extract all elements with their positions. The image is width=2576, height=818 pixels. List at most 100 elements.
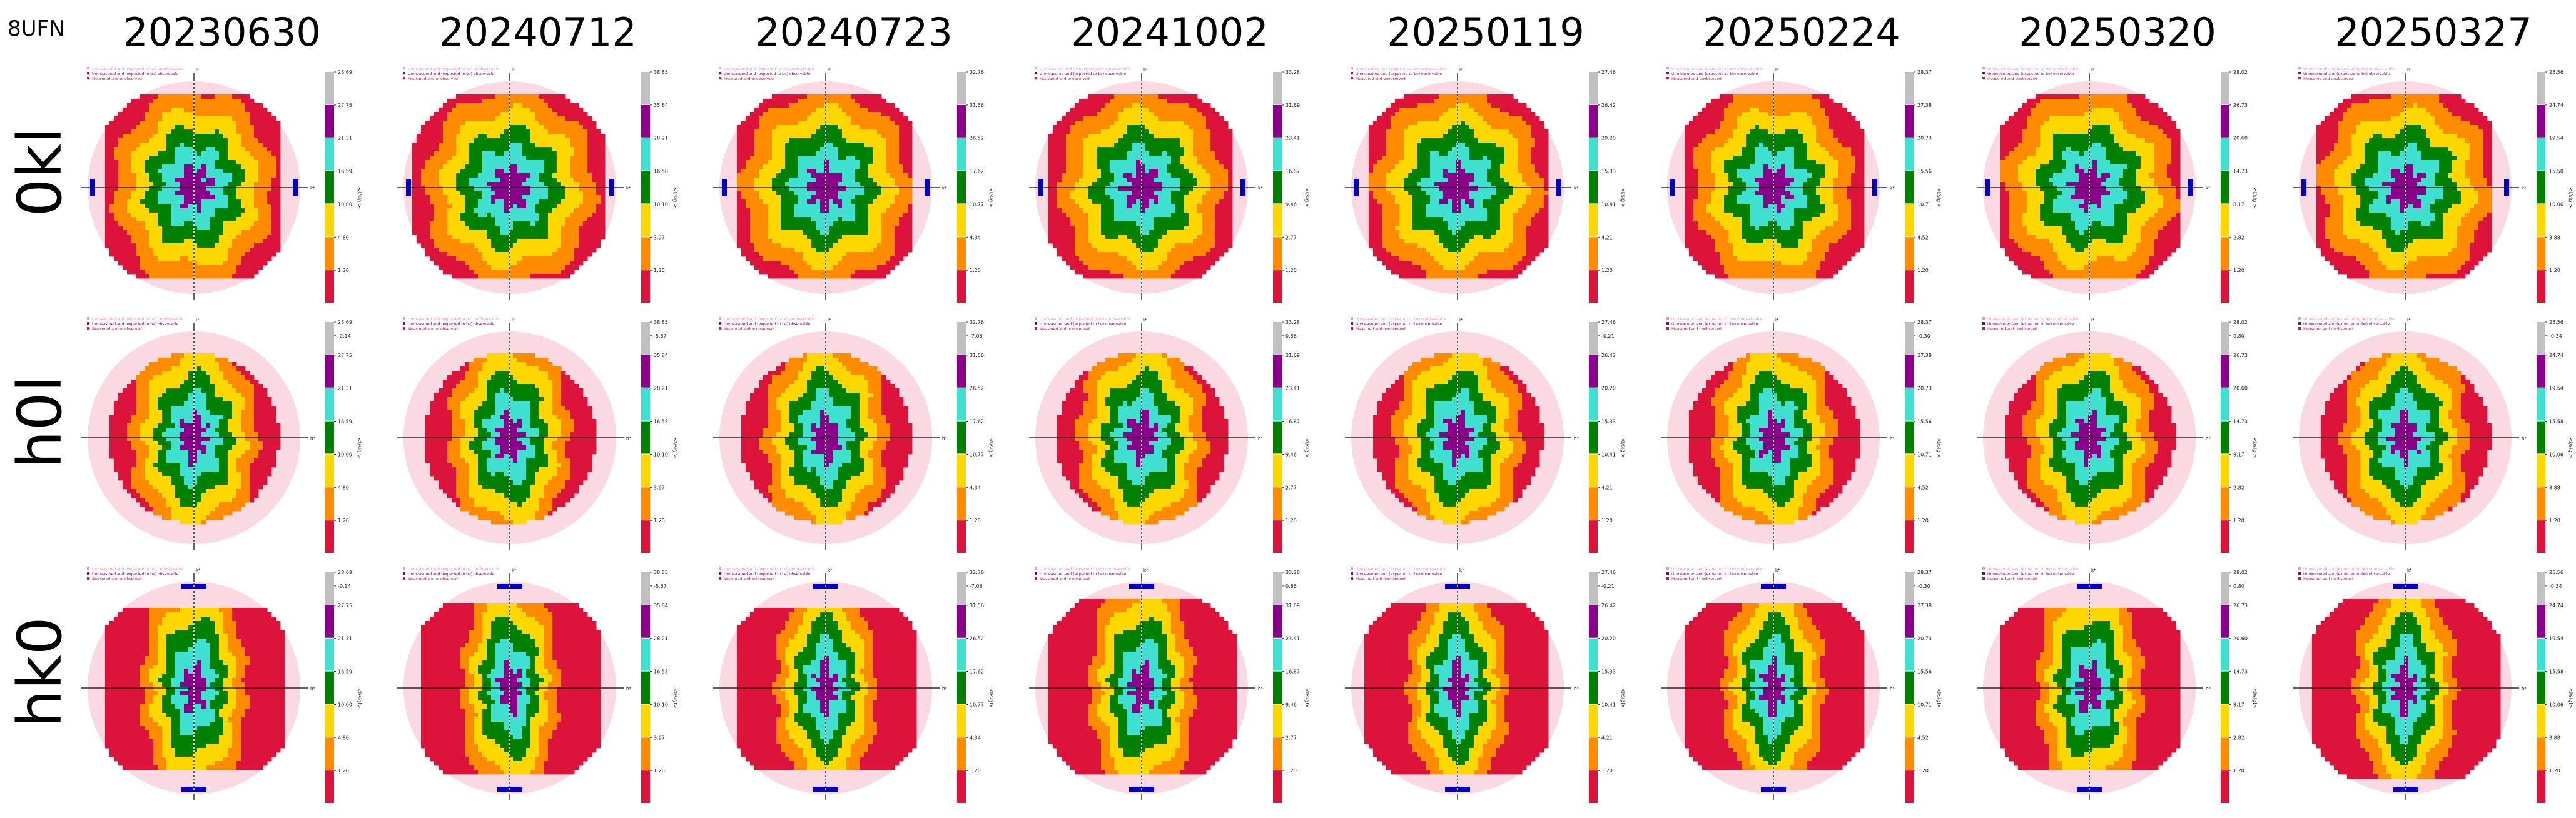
legend: Unmeasured and (expected to be) unobserv… [719, 567, 815, 582]
row-label: hk0 [5, 578, 75, 766]
legend-entry: Unmeasured and (expected to be) unobserv… [92, 567, 183, 572]
legend-entry: Unmeasured and (expected to be) observab… [724, 572, 810, 577]
colorbar-tick-label: 15.33 [1601, 669, 1616, 675]
reciprocal-plane-panel: h* k* Unmeasured and (expected to be) unob… [1977, 567, 2258, 803]
colorbar: 28.37 27.38 20.73 15.56 10.71 4.52 1.20 -0.30 <I… [1905, 570, 1942, 803]
colorbar: 33.28 31.69 23.41 16.87 9.46 2.77 1.20 0.86 <I/s… [1273, 320, 1310, 589]
colorbar-tick-label: 27.75 [338, 103, 352, 108]
legend-entry: Unmeasured and (expected to be) unobserv… [1040, 567, 1131, 572]
colorbar-label: <I/sigI> [1936, 438, 1942, 458]
legend-entry: Unmeasured and (expected to be) observab… [1671, 572, 1758, 577]
reciprocal-plane-panel: h* l* Unmeasured and (expected to be) unob… [1029, 317, 1310, 589]
colorbar-tick-label: 15.58 [2549, 669, 2563, 675]
legend-entry: Measured and unobserved [1040, 577, 1090, 582]
colorbar-label: <I/sigI> [2252, 188, 2258, 208]
reciprocal-plane-panel: k* l* Unmeasured and (expected to be) unob… [1345, 67, 1626, 339]
legend-entry: Measured and unobserved [2303, 327, 2353, 331]
horizontal-axis-label: h* [2206, 686, 2211, 691]
colorbar-tick-label: 26.52 [970, 386, 984, 391]
colorbar-tick-label: 35.84 [654, 603, 668, 608]
horizontal-axis-label: k* [1574, 186, 1579, 191]
legend: Unmeasured and (expected to be) unobserv… [1982, 317, 2079, 331]
colorbar-tick-label: 10.77 [970, 452, 984, 457]
colorbar-tick-label: 3.97 [654, 735, 665, 740]
heatmap-cells [412, 94, 606, 279]
horizontal-axis-label: h* [1258, 686, 1263, 691]
colorbar-label: <I/sigI> [1304, 438, 1310, 458]
legend: Unmeasured and (expected to be) unobserv… [1982, 67, 2079, 81]
legend-entry: Unmeasured and (expected to be) observab… [724, 72, 810, 76]
vertical-axis-label: l* [1143, 68, 1147, 73]
heatmap-cells [1048, 599, 1237, 775]
reciprocal-plane-panel: k* l* Unmeasured and (expected to be) unob… [81, 67, 362, 339]
colorbar-tick-label: 28.21 [654, 386, 668, 391]
colorbar-tick-label: 1.20 [2549, 518, 2560, 523]
heatmap-cells [1689, 353, 1860, 525]
colorbar-tick-label: 28.37 [1917, 320, 1932, 325]
colorbar-tick-label: 16.59 [338, 669, 352, 675]
colorbar-tick-label: 26.52 [970, 136, 984, 141]
colorbar-tick-label: 33.28 [1285, 570, 1300, 575]
legend-entry: Unmeasured and (expected to be) observab… [1671, 72, 1758, 76]
colorbar-tick-label: 1.20 [1601, 768, 1613, 774]
column-title: 20240723 [729, 8, 979, 58]
colorbar-tick-label: 1.20 [2233, 768, 2244, 774]
colorbar-tick-label: 31.69 [1285, 353, 1300, 358]
legend-entry: Measured and unobserved [1671, 77, 1722, 81]
colorbar-label: <I/sigI> [2252, 438, 2258, 458]
legend-entry: Unmeasured and (expected to be) unobserv… [92, 67, 183, 71]
horizontal-axis-label: k* [626, 186, 631, 191]
legend-entry: Measured and unobserved [92, 577, 142, 582]
colorbar-tick-label: 21.31 [338, 386, 352, 391]
colorbar-tick-label: 20.60 [2233, 386, 2248, 391]
colorbar-label: <I/sigI> [2568, 188, 2573, 208]
vertical-axis-label: l* [1143, 318, 1147, 323]
colorbar: 28.02 26.73 20.60 14.73 8.17 2.82 1.20 0.80 <I/s… [2221, 69, 2258, 339]
vertical-axis-label: l* [1459, 68, 1463, 73]
colorbar-tick-label: 15.58 [2549, 419, 2563, 425]
colorbar-tick-label: 16.59 [338, 169, 352, 174]
colorbar-tick-label: 27.46 [1601, 320, 1616, 325]
colorbar-tick-label: 0.80 [2233, 333, 2244, 339]
legend-entry: Measured and unobserved [724, 577, 774, 582]
legend-entry: Unmeasured and (expected to be) unobserv… [1356, 317, 1447, 321]
legend-entry: Measured and unobserved [1356, 577, 1406, 582]
colorbar: 32.76 31.56 26.52 17.62 10.77 4.34 1.20 -7.06 <I… [957, 320, 994, 589]
heatmap-cells [105, 608, 285, 770]
legend: Unmeasured and (expected to be) unobserv… [1666, 317, 1763, 331]
colorbar-tick-label: 4.52 [1917, 485, 1929, 490]
colorbar-tick-label: 4.21 [1601, 735, 1613, 740]
horizontal-axis-label: h* [1890, 436, 1895, 441]
colorbar-tick-label: 20.20 [1601, 386, 1616, 391]
colorbar-label: <I/sigI> [672, 188, 678, 208]
colorbar-tick-label: 3.88 [2549, 485, 2560, 490]
colorbar-tick-label: 16.87 [1285, 669, 1300, 675]
colorbar-tick-label: -7.06 [970, 333, 983, 339]
colorbar: 28.02 26.73 20.60 14.73 8.17 2.82 1.20 0.80 <I/s… [2221, 320, 2258, 589]
horizontal-axis-label: h* [310, 436, 315, 441]
legend-entry: Measured and unobserved [92, 77, 142, 81]
colorbar-tick-label: 10.10 [654, 201, 668, 207]
legend: Unmeasured and (expected to be) unobserv… [1035, 317, 1131, 331]
colorbar-tick-label: 1.20 [1601, 268, 1613, 273]
reciprocal-plane-panel: h* k* Unmeasured and (expected to be) unob… [81, 567, 362, 803]
colorbar-label: <I/sigI> [1620, 188, 1626, 208]
column-title: 20241002 [1045, 8, 1295, 58]
colorbar-tick-label: 4.34 [970, 485, 981, 490]
legend-entry: Measured and unobserved [1987, 577, 2037, 582]
colorbar: 28.69 27.75 21.31 16.59 10.00 4.80 1.20 -0.14 <I… [325, 570, 362, 803]
heatmap-cells [1685, 603, 1865, 770]
colorbar-tick-label: 21.31 [338, 636, 352, 642]
colorbar-tick-label: 27.75 [338, 603, 352, 608]
colorbar-tick-label: 1.20 [2233, 518, 2244, 523]
colorbar-tick-label: 0.86 [1285, 583, 1297, 589]
legend-entry: Unmeasured and (expected to be) unobserv… [724, 567, 815, 572]
legend: Unmeasured and (expected to be) unobserv… [1351, 317, 1447, 331]
colorbar-tick-label: 4.80 [338, 485, 349, 490]
legend: Unmeasured and (expected to be) unobserv… [1666, 67, 1763, 81]
colorbar-tick-label: 24.74 [2549, 353, 2563, 358]
heatmap-cells [2316, 94, 2492, 279]
colorbar-tick-label: 26.42 [1601, 103, 1616, 108]
legend-entry: Unmeasured and (expected to be) observab… [408, 572, 494, 577]
colorbar-tick-label: -0.30 [1917, 333, 1930, 339]
